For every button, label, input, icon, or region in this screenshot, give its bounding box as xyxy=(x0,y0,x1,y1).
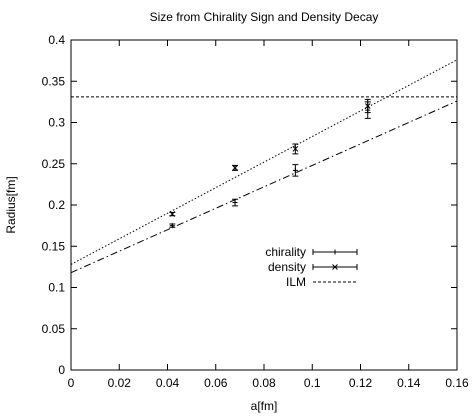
point-chirality xyxy=(292,167,298,173)
x-tick-label: 0.16 xyxy=(445,376,469,390)
point-density xyxy=(364,103,371,109)
y-tick-labels: 0 0.05 0.1 0.15 0.2 0.25 0.3 0.35 0.4 xyxy=(42,33,66,377)
axis-ticks xyxy=(70,39,458,371)
data-points xyxy=(169,98,371,229)
y-tick-label: 0.2 xyxy=(48,198,65,212)
y-tick-label: 0.15 xyxy=(42,239,66,253)
y-tick-label: 0.25 xyxy=(42,157,66,171)
x-tick-label: 0.1 xyxy=(304,376,321,390)
x-axis-title: a[fm] xyxy=(251,399,278,413)
y-axis-title: Radius[fm] xyxy=(4,176,18,233)
y-tick-label: 0.35 xyxy=(42,74,66,88)
point-chirality xyxy=(169,223,175,229)
legend-marker-chirality xyxy=(332,249,338,255)
point-density xyxy=(292,146,299,152)
x-tick-label: 0.04 xyxy=(156,376,180,390)
x-tick-labels: 0 0.02 0.04 0.06 0.08 0.1 0.12 0.14 0.16 xyxy=(68,376,469,390)
fit-line-chirality xyxy=(71,100,457,274)
y-tick-label: 0.4 xyxy=(48,33,65,47)
point-chirality xyxy=(232,200,238,206)
x-tick-label: 0.02 xyxy=(108,376,132,390)
legend-label-density: density xyxy=(268,260,306,274)
x-tick-label: 0 xyxy=(68,376,75,390)
y-tick-label: 0.1 xyxy=(48,281,65,295)
x-tick-label: 0.14 xyxy=(397,376,421,390)
point-density xyxy=(169,211,176,217)
plot-area-frame xyxy=(70,39,458,371)
y-tick-label: 0.3 xyxy=(48,116,65,130)
legend-label-ILM: ILM xyxy=(286,275,306,289)
point-density xyxy=(232,165,238,171)
fit-line-density xyxy=(71,59,457,265)
legend-marker-density xyxy=(332,264,338,270)
y-tick-label: 0.05 xyxy=(42,322,66,336)
legend-label-chirality: chirality xyxy=(265,245,306,259)
x-tick-label: 0.12 xyxy=(349,376,373,390)
y-tick-label: 0 xyxy=(58,363,65,377)
series-lines xyxy=(71,59,457,274)
x-tick-label: 0.06 xyxy=(204,376,228,390)
x-tick-label: 0.08 xyxy=(252,376,276,390)
chart-title: Size from Chirality Sign and Density Dec… xyxy=(150,10,379,24)
